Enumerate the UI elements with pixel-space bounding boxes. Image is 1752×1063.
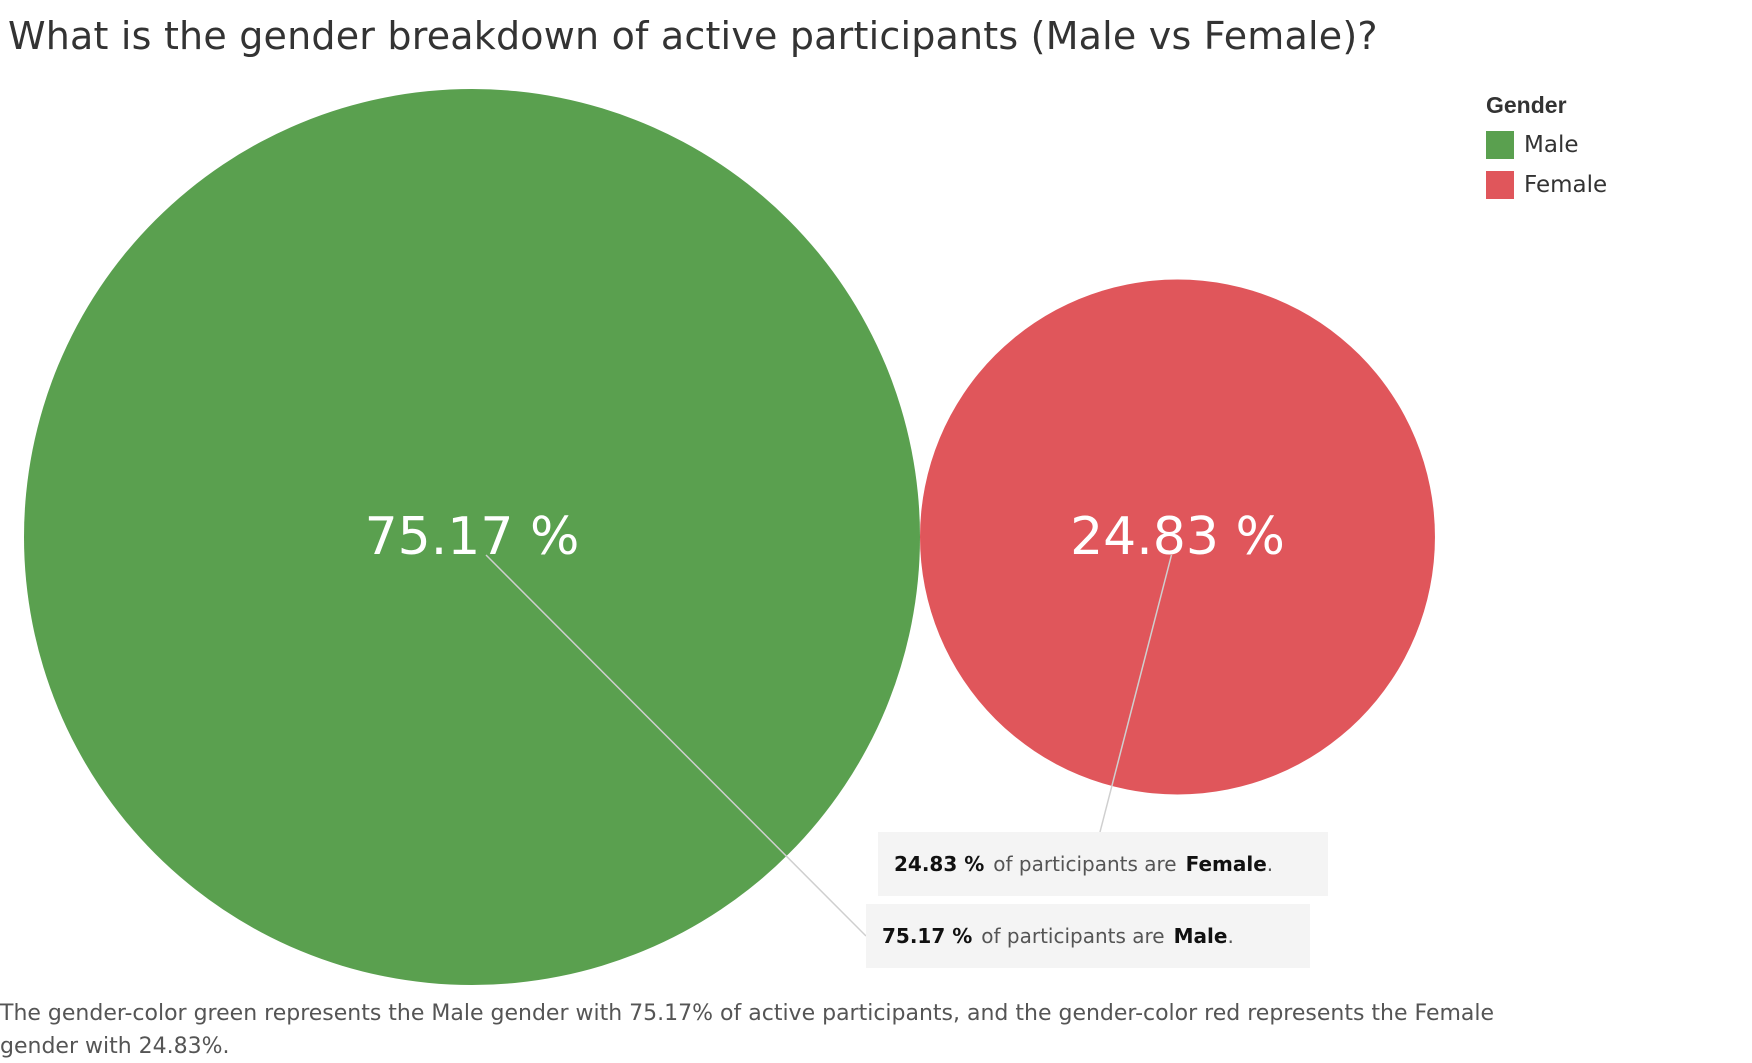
legend-item-male[interactable]: Male [1486, 125, 1607, 165]
legend-label-female: Female [1524, 172, 1608, 198]
tooltip-male-value: 75.17 % [882, 924, 973, 948]
tooltip-leader-line-female [1099, 554, 1173, 833]
tooltip-female-text: of participants are [993, 852, 1177, 876]
legend-item-female[interactable]: Female [1486, 165, 1607, 205]
tooltip-female-value: 24.83 % [894, 852, 985, 876]
legend-title: Gender [1486, 92, 1567, 118]
legend: Gender Male Female [1486, 92, 1607, 205]
tooltip-male-text: of participants are [981, 924, 1165, 948]
chart-caption: The gender-color green represents the Ma… [0, 1001, 1495, 1059]
legend-swatch-male [1486, 131, 1514, 159]
tooltip-female-gender: Female [1185, 852, 1267, 876]
tooltip-leader-line-male [485, 554, 867, 937]
bubble-female[interactable] [920, 279, 1435, 795]
bubble-male[interactable] [24, 89, 920, 985]
tooltip-male-end: . [1227, 924, 1234, 948]
tooltip-female-end: . [1266, 852, 1274, 876]
legend-label-male: Male [1524, 132, 1579, 158]
tooltip-male-gender: Male [1173, 924, 1228, 948]
bubble-label-female: 24.83 % [1070, 507, 1285, 567]
tooltip-male: 75.17 % of participants are Male. [866, 904, 1310, 968]
tooltip-female: 24.83 % of participants are Female. [878, 832, 1328, 896]
chart-title: What is the gender breakdown of active p… [8, 14, 1378, 58]
legend-swatch-female [1486, 171, 1514, 199]
bubble-label-male: 75.17 % [365, 507, 580, 567]
